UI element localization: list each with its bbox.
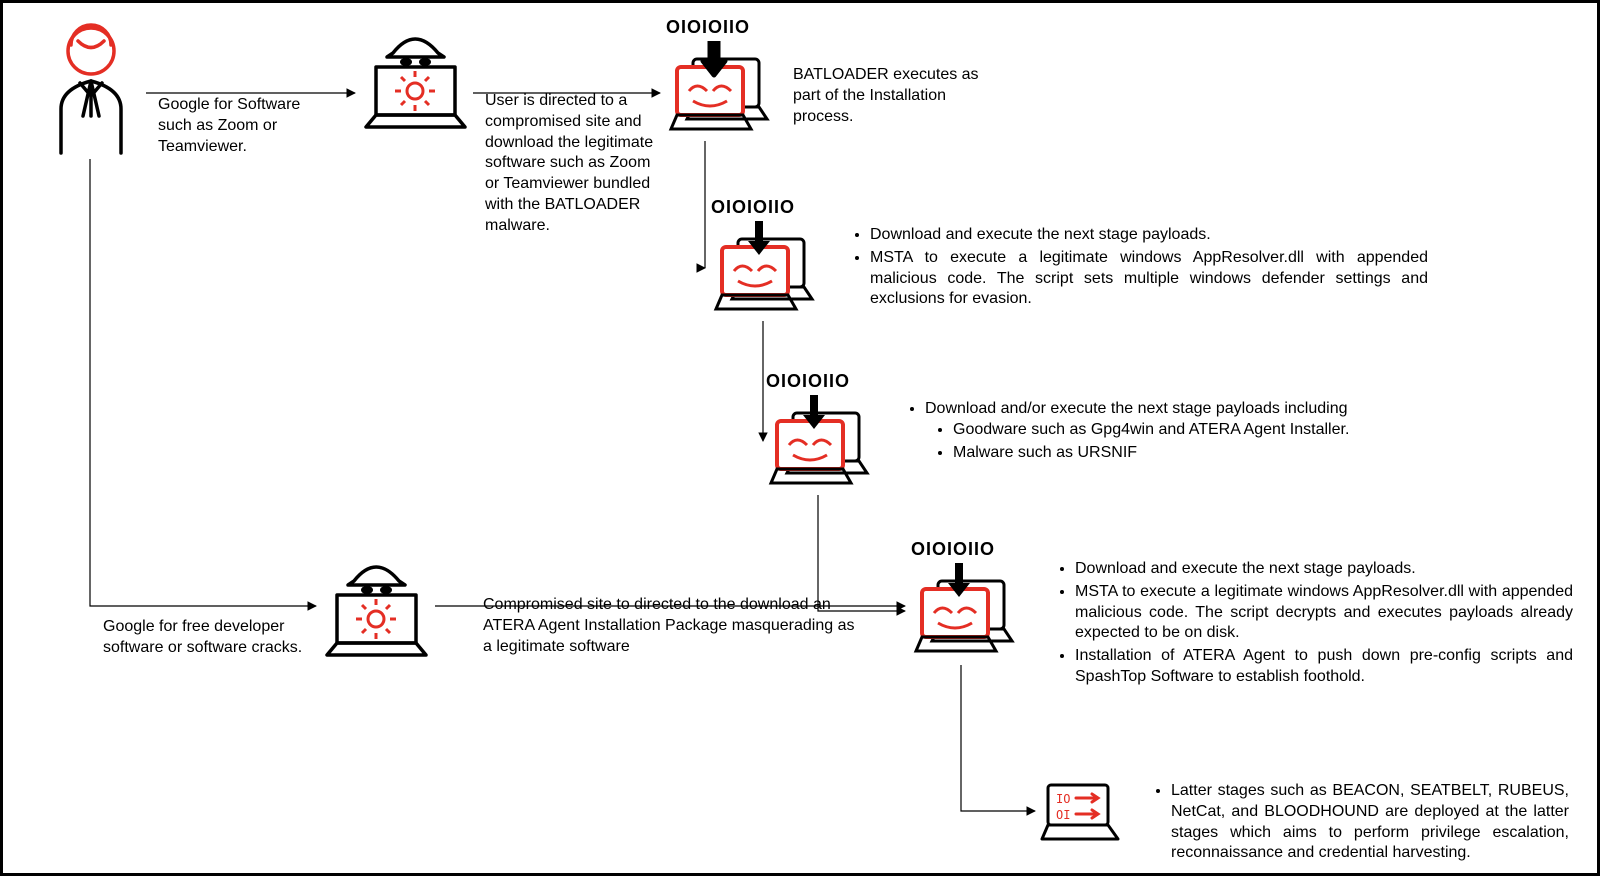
- text: Download and execute the next stage payl…: [1075, 559, 1573, 580]
- malware-laptop-icon-4: [908, 563, 1018, 658]
- text: MSTA to execute a legitimate windows App…: [870, 248, 1428, 310]
- label-atera-package: Compromised site to directed to the down…: [483, 595, 863, 657]
- edge-mal3-mal4: [818, 495, 905, 611]
- binary-label-1: OIOIOIIO: [666, 17, 750, 38]
- label-final: Latter stages such as BEACON, SEATBELT, …: [1149, 781, 1569, 866]
- text: BATLOADER executes as part of the Instal…: [793, 66, 979, 125]
- exfil-laptop-icon: IO OI: [1038, 781, 1122, 843]
- text: Compromised site to directed to the down…: [483, 596, 854, 655]
- text: Google for Software such as Zoom or Team…: [158, 96, 300, 155]
- label-stage2: Download and execute the next stage payl…: [848, 225, 1428, 312]
- label-directed-compromised: User is directed to a compromised site a…: [485, 91, 657, 237]
- svg-text:IO: IO: [1056, 792, 1070, 806]
- label-batloader-executes: BATLOADER executes as part of the Instal…: [793, 65, 1003, 127]
- text: Installation of ATERA Agent to push down…: [1075, 646, 1573, 688]
- text: Google for free developer software or so…: [103, 618, 302, 656]
- text: Latter stages such as BEACON, SEATBELT, …: [1171, 781, 1569, 864]
- edge-mal4-final: [961, 665, 1035, 811]
- user-icon: [36, 21, 146, 156]
- edge-user-hacker2: [90, 159, 316, 606]
- binary-label-4: OIOIOIIO: [911, 539, 995, 560]
- diagram-canvas: OIOIOIIO OIOIOIIO OIOIOIIO: [0, 0, 1600, 876]
- malware-laptop-icon-3: [763, 395, 873, 490]
- svg-text:OI: OI: [1056, 808, 1070, 822]
- text: Goodware such as Gpg4win and ATERA Agent…: [953, 420, 1443, 441]
- text: MSTA to execute a legitimate windows App…: [1075, 582, 1573, 644]
- malware-laptop-icon-1: [663, 41, 773, 136]
- malware-laptop-icon-2: [708, 221, 818, 316]
- binary-label-2: OIOIOIIO: [711, 197, 795, 218]
- label-google-cracks: Google for free developer software or so…: [103, 617, 303, 659]
- label-google-software: Google for Software such as Zoom or Team…: [158, 95, 338, 157]
- text: Download and/or execute the next stage p…: [925, 400, 1348, 417]
- label-stage4: Download and execute the next stage payl…: [1053, 559, 1573, 690]
- hacker-laptop-icon-1: [358, 27, 473, 132]
- label-stage3: Download and/or execute the next stage p…: [903, 399, 1443, 465]
- text: User is directed to a compromised site a…: [485, 92, 653, 234]
- binary-label-3: OIOIOIIO: [766, 371, 850, 392]
- text: Download and execute the next stage payl…: [870, 225, 1428, 246]
- hacker-laptop-icon-2: [319, 555, 434, 660]
- text: Malware such as URSNIF: [953, 443, 1443, 464]
